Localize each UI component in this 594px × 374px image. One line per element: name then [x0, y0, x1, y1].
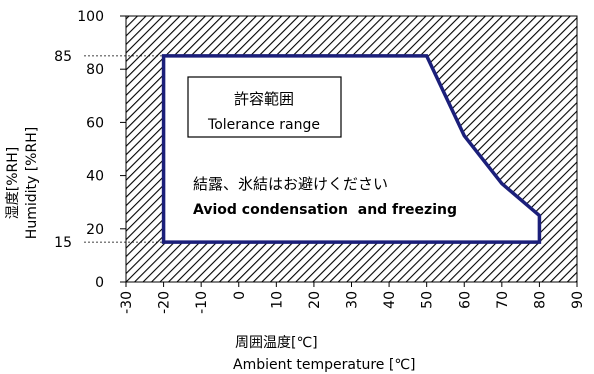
tolerance-title-jp: 許容範囲 — [234, 90, 294, 108]
tolerance-title-en: Tolerance range — [207, 117, 320, 133]
x-tick-label: -10 — [194, 291, 210, 314]
x-tick-label: -30 — [119, 291, 135, 314]
y-tick-label: 60 — [86, 115, 104, 131]
x-tick-label: 20 — [307, 291, 323, 309]
x-tick-label: -20 — [157, 291, 173, 314]
x-axis-label-en: Ambient temperature [℃] — [233, 357, 416, 373]
x-tick-label: 50 — [420, 291, 436, 309]
x-tick-label: 30 — [345, 291, 361, 309]
extra-y-label: 85 — [54, 49, 72, 65]
reference-dash-lines — [84, 55, 164, 243]
y-tick-label: 0 — [95, 275, 104, 291]
x-tick-label: 40 — [382, 291, 398, 309]
y-tick-label: 40 — [86, 169, 104, 185]
x-axis-ticks: -30 -20 -10 0 10 20 30 40 50 60 70 80 90 — [119, 282, 586, 314]
y-axis-ticks: 0 20 40 60 80 100 85 15 — [54, 9, 126, 291]
x-tick-label: 60 — [457, 291, 473, 309]
note-jp: 結露、氷結はお避けください — [193, 175, 388, 193]
x-tick-label: 0 — [232, 291, 248, 300]
y-tick-label: 80 — [86, 62, 104, 78]
note-en: Aviod condensation and freezing — [193, 202, 457, 218]
y-tick-label: 20 — [86, 222, 104, 238]
tolerance-label-box — [187, 76, 342, 138]
extra-y-label: 15 — [54, 235, 72, 251]
x-tick-label: 70 — [495, 291, 511, 309]
y-axis-label-en: Humidity [%RH] — [24, 127, 40, 239]
x-tick-label: 90 — [570, 291, 586, 309]
y-tick-label: 100 — [77, 9, 104, 25]
x-tick-label: 80 — [532, 291, 548, 309]
x-tick-label: 10 — [269, 291, 285, 309]
y-axis-label-jp: 湿度[%RH] — [5, 147, 21, 219]
x-axis-label-jp: 周囲温度[℃] — [235, 335, 318, 351]
